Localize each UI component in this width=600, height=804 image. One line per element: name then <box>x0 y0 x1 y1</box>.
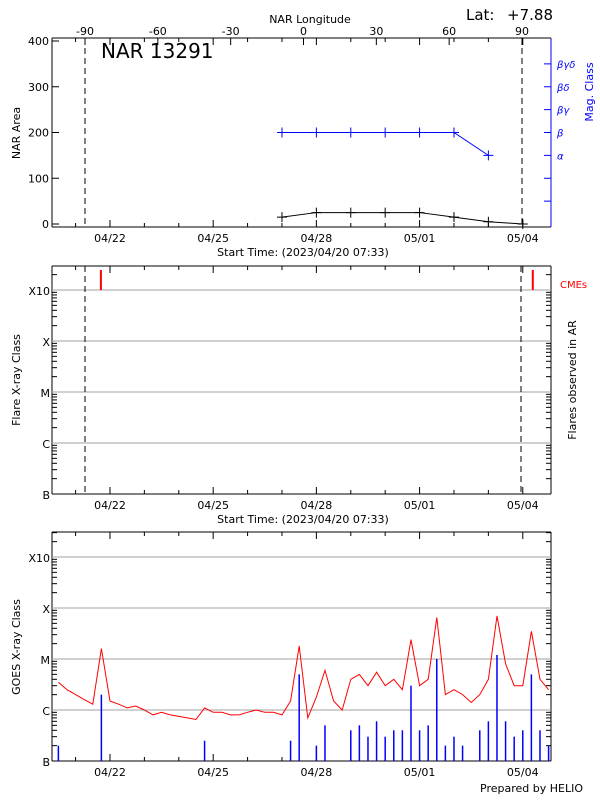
y-tick-label: 0 <box>42 218 49 231</box>
x-tick-label: 04/28 <box>301 766 333 779</box>
y-tick-label: C <box>42 705 50 718</box>
goes-xray-panel: GOES X-ray Class Prepared by HELIO 04/22… <box>10 531 583 795</box>
x-axis-label: Start Time: (2023/04/20 07:33) <box>217 513 389 526</box>
goes-long-channel-line <box>58 615 549 721</box>
x-axis-label: Start Time: (2023/04/20 07:33) <box>217 246 389 259</box>
area-data-point <box>517 219 528 229</box>
area-data-point <box>345 207 356 218</box>
mag-class-data-point <box>483 150 494 161</box>
area-data-point <box>311 207 322 218</box>
cme-legend-label: CMEs <box>560 280 587 291</box>
longitude-tick-label: 0 <box>300 25 307 38</box>
mag-class-tick-label: βγ <box>556 106 570 117</box>
area-data-point <box>276 212 287 223</box>
x-tick-label: 04/25 <box>197 232 229 245</box>
area-series-line <box>281 212 523 225</box>
mag-class-data-point <box>414 127 425 138</box>
mag-class-data-point <box>448 127 459 138</box>
y-tick-label: B <box>42 756 50 769</box>
y-axis-label: NAR Area <box>10 107 23 159</box>
x-tick-label: 04/25 <box>197 499 229 512</box>
mag-class-data-point <box>345 127 356 138</box>
x-tick-label: 05/01 <box>404 499 436 512</box>
mag-class-tick-label: α <box>557 151 564 162</box>
mag-class-tick-label: β <box>556 129 564 140</box>
x-tick-label: 04/25 <box>197 766 229 779</box>
y-tick-label: M <box>41 654 51 667</box>
area-data-point <box>380 207 391 218</box>
y-tick-label: 300 <box>28 81 49 94</box>
y-tick-label: M <box>41 387 51 400</box>
y2-axis-label: Flares observed in AR <box>566 320 579 440</box>
longitude-tick-label: 60 <box>442 25 456 38</box>
x-tick-label: 05/04 <box>507 232 539 245</box>
x-tick-label: 05/01 <box>404 232 436 245</box>
y-tick-label: X10 <box>28 552 50 565</box>
mag-class-axis-label: Mag. Class <box>583 62 596 121</box>
mag-class-data-point <box>380 127 391 138</box>
longitude-tick-label: -90 <box>76 25 94 38</box>
mag-class-tick-label: βδ <box>556 83 570 94</box>
y-tick-label: X <box>42 603 50 616</box>
area-data-point <box>448 212 459 223</box>
x-tick-label: 04/22 <box>94 499 126 512</box>
y-tick-label: B <box>42 489 50 502</box>
y-tick-label: 200 <box>28 127 49 140</box>
y-tick-label: 100 <box>28 172 49 185</box>
area-data-point <box>483 216 494 227</box>
y-tick-label: C <box>42 438 50 451</box>
latitude-value: +7.88 <box>507 6 553 24</box>
longitude-axis-label: NAR Longitude <box>269 13 351 26</box>
x-tick-label: 05/04 <box>507 499 539 512</box>
y-axis-label: GOES X-ray Class <box>10 599 23 695</box>
x-tick-label: 04/22 <box>94 232 126 245</box>
x-tick-label: 04/28 <box>301 499 333 512</box>
x-tick-label: 04/22 <box>94 766 126 779</box>
x-tick-label: 05/01 <box>404 766 436 779</box>
mag-class-data-point <box>311 127 322 138</box>
y-axis-label: Flare X-ray Class <box>10 334 23 426</box>
x-tick-label: 04/28 <box>301 232 333 245</box>
mag-class-data-point <box>276 127 287 138</box>
longitude-tick-label: 90 <box>515 25 529 38</box>
y-tick-label: 400 <box>28 35 49 48</box>
x-tick-label: 05/04 <box>507 766 539 779</box>
flare-class-panel: Flare X-ray Class Flares observed in AR … <box>10 265 587 526</box>
mag-class-tick-label: βγδ <box>556 60 575 71</box>
longitude-tick-label: 30 <box>369 25 383 38</box>
nar-area-panel: NAR Longitude Lat: +7.88 NAR 13291 NAR A… <box>10 6 596 259</box>
region-title: NAR 13291 <box>101 39 214 63</box>
y-tick-label: X10 <box>28 285 50 298</box>
area-data-point <box>414 207 425 218</box>
latitude-label: Lat: <box>466 6 494 24</box>
longitude-tick-label: -30 <box>222 25 240 38</box>
y-tick-label: X <box>42 336 50 349</box>
longitude-tick-label: -60 <box>149 25 167 38</box>
footer-credit: Prepared by HELIO <box>480 782 583 795</box>
